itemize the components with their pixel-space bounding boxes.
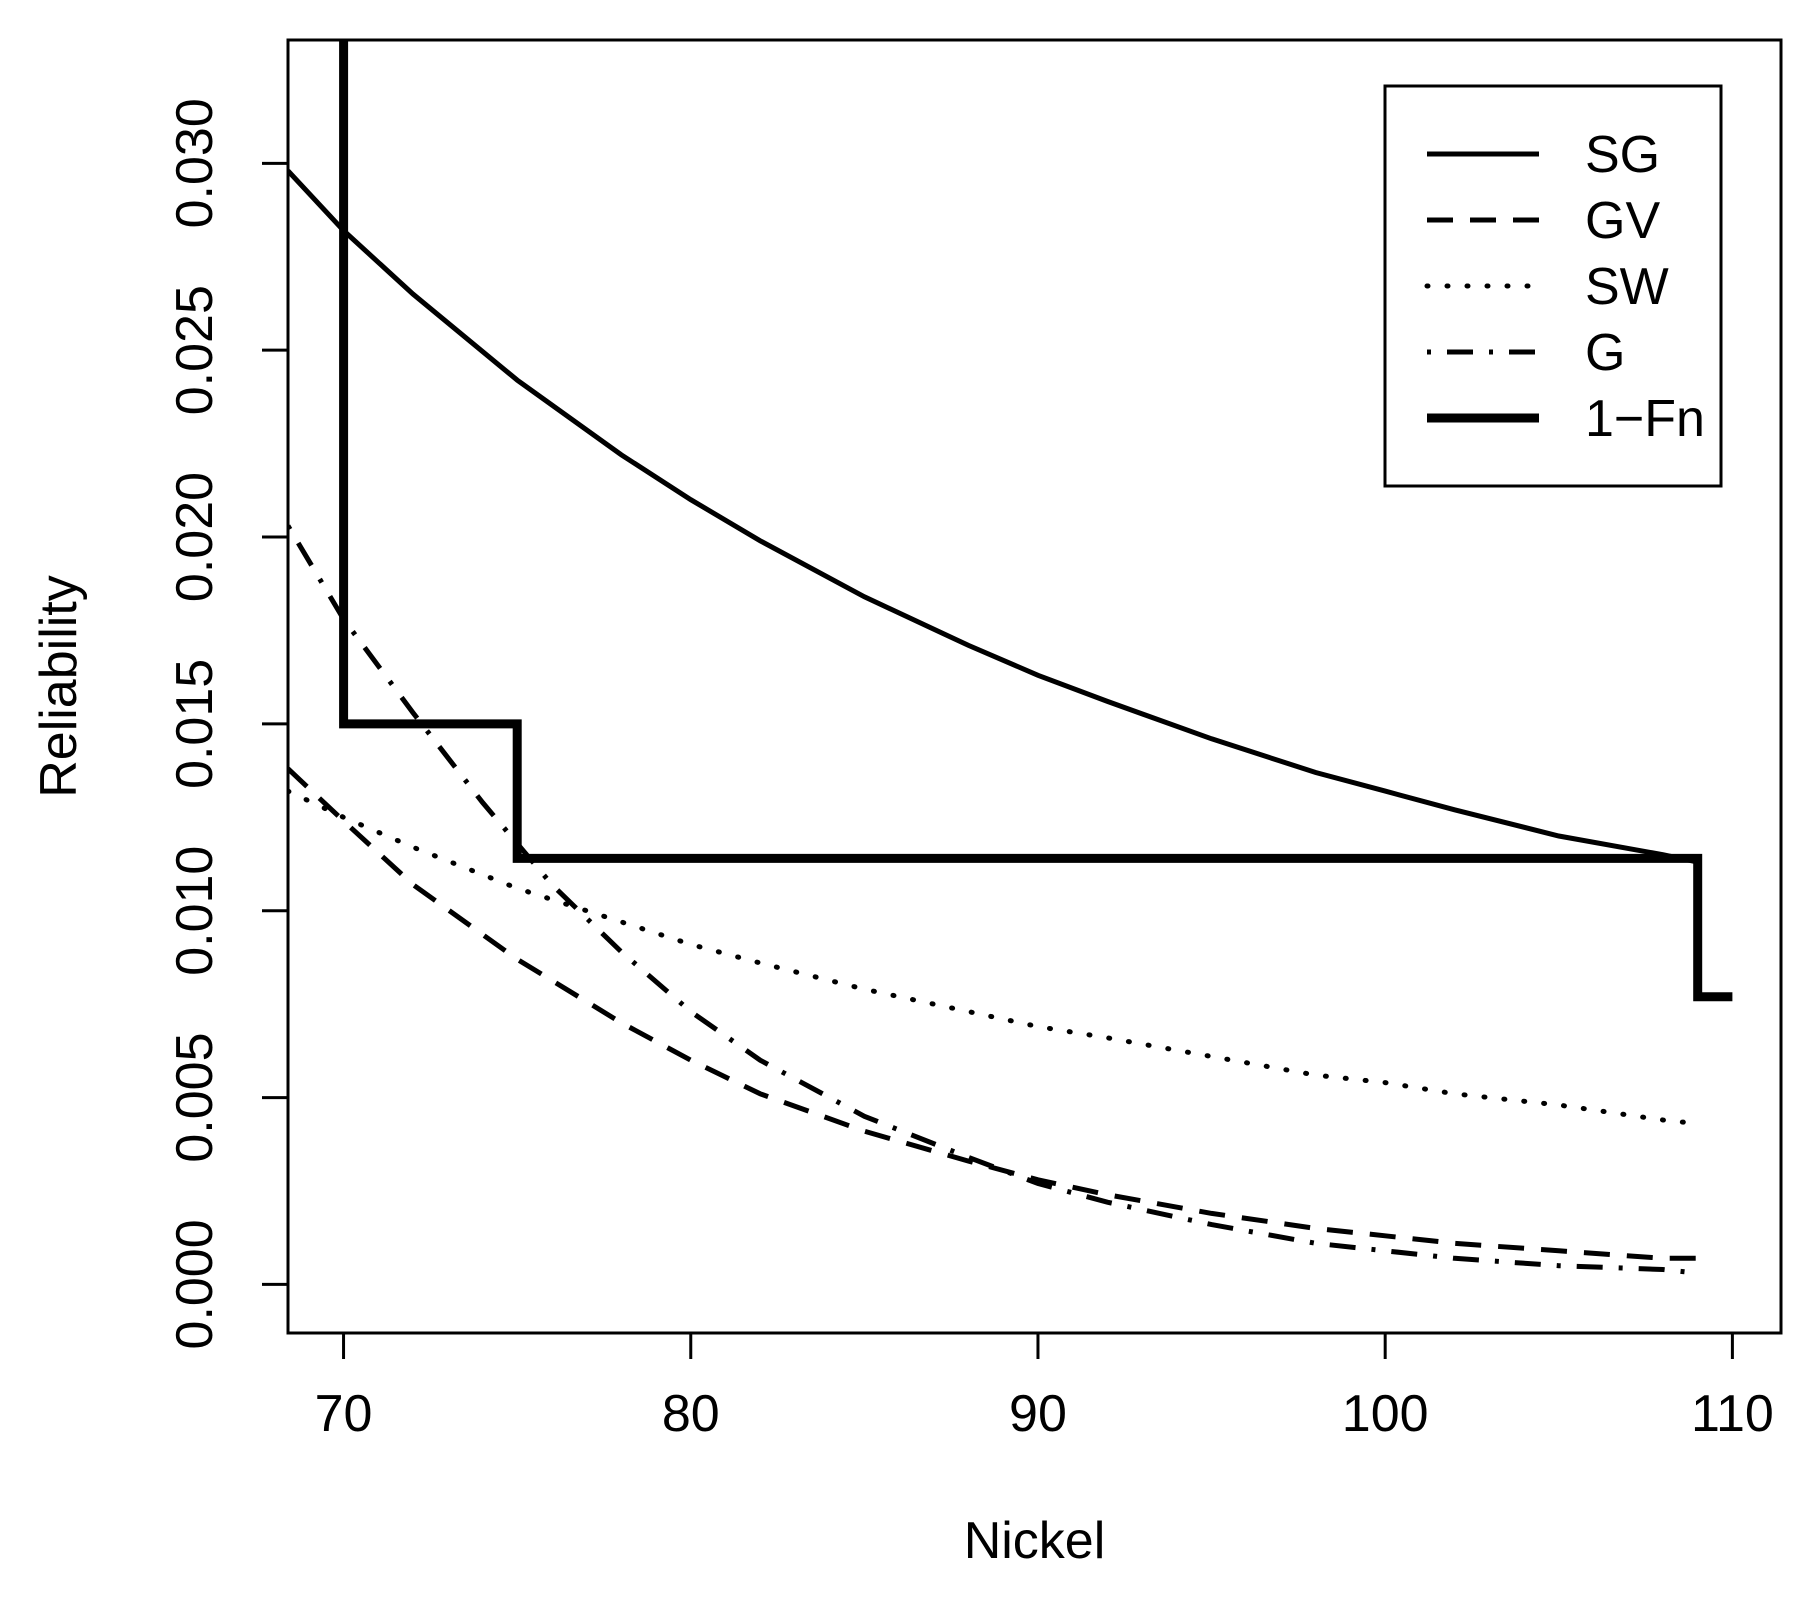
y-tick-label: 0.030 <box>166 98 224 228</box>
y-tick-label: 0.000 <box>166 1219 224 1349</box>
y-tick-label: 0.010 <box>166 846 224 976</box>
series-line-gv <box>288 766 1698 1261</box>
axes-layer: 70 80 90 100 110 0.000 0.005 0.010 0.015 0.020 0.0… <box>166 38 1783 1443</box>
legend-label: SW <box>1585 258 1669 316</box>
x-tick-label: 70 <box>315 1385 373 1443</box>
series-line-sg <box>288 169 1699 865</box>
x-tick-label: 80 <box>662 1385 720 1443</box>
y-axis-title: Reliability <box>30 575 88 798</box>
legend-label: 1−Fn <box>1585 390 1705 448</box>
plot-frame <box>286 38 1783 1335</box>
y-tick-label: 0.005 <box>166 1032 224 1162</box>
legend-label: GV <box>1585 192 1660 250</box>
x-tick-label: 110 <box>1691 1385 1774 1443</box>
legend-label: SG <box>1585 126 1660 184</box>
legend-label: G <box>1585 324 1625 382</box>
x-axis-title: Nickel <box>964 1512 1106 1570</box>
series-line-1-fn <box>339 40 1733 1002</box>
x-tick-label: 100 <box>1342 1385 1429 1443</box>
series-line-sw <box>288 788 1701 1127</box>
y-tick-label: 0.025 <box>166 285 224 415</box>
legend: SG GV SW G 1−Fn <box>1383 84 1723 488</box>
y-tick-label: 0.015 <box>166 659 224 789</box>
y-tick-label: 0.020 <box>166 472 224 602</box>
series-line-g <box>288 524 1698 1276</box>
series-layer <box>288 40 1733 1276</box>
x-tick-label: 90 <box>1009 1385 1067 1443</box>
